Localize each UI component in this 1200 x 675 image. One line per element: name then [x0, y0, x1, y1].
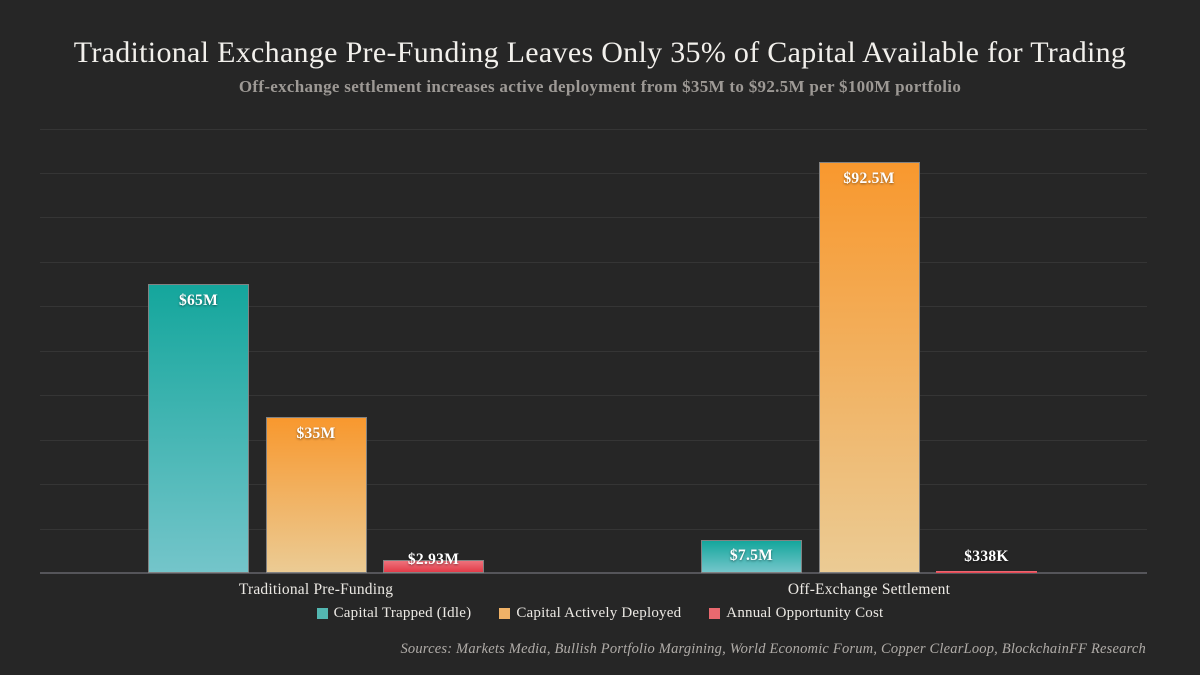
chart-legend: Capital Trapped (Idle) Capital Actively D…: [0, 605, 1200, 622]
category-label: Traditional Pre-Funding: [238, 581, 394, 598]
gridline: [40, 128, 1147, 130]
category-label: Off-Exchange Settlement: [787, 581, 951, 598]
bar-trapped-traditional: [148, 284, 249, 573]
gridline: [40, 528, 1147, 530]
bar-opportunity-cost-traditional: [383, 559, 484, 573]
legend-item: Capital Trapped (Idle): [316, 605, 472, 622]
legend-item: Annual Opportunity Cost: [709, 605, 883, 622]
bar-opportunity-cost-off-exchange: [936, 571, 1037, 573]
bar-value-label: $92.5M: [843, 169, 895, 187]
legend-swatch-icon: [709, 608, 721, 619]
bar-value-label: $338K: [964, 548, 1009, 565]
gridline: [40, 439, 1147, 441]
bar-trapped-off-exchange: [701, 539, 802, 573]
legend-swatch-icon: [499, 608, 511, 619]
source-attribution: Sources: Markets Media, Bullish Portfoli…: [400, 641, 1146, 657]
bar-deployed-off-exchange: [818, 161, 920, 573]
bar-value-label: $35M: [296, 425, 336, 443]
gridline: [40, 395, 1147, 397]
legend-label: Capital Actively Deployed: [516, 605, 682, 621]
gridline: [40, 172, 1147, 174]
bar-value-label: $65M: [178, 292, 219, 310]
legend-label: Capital Trapped (Idle): [333, 605, 472, 621]
gridline: [40, 261, 1147, 263]
bar-value-label: $2.93M: [407, 550, 460, 568]
bar-deployed-traditional: [265, 417, 367, 573]
legend-item: Capital Actively Deployed: [499, 605, 681, 622]
legend-label: Annual Opportunity Cost: [726, 605, 884, 621]
x-axis-line: [40, 572, 1147, 574]
chart-title: Traditional Exchange Pre-Funding Leaves …: [73, 36, 1127, 69]
gridline: [40, 217, 1147, 219]
chart-subtitle: Off-exchange settlement increases active…: [238, 77, 962, 96]
legend-swatch-icon: [316, 608, 328, 619]
bar-value-label: $7.5M: [729, 547, 774, 565]
gridline: [40, 484, 1147, 486]
gridline: [40, 350, 1147, 352]
gridline: [40, 306, 1147, 308]
